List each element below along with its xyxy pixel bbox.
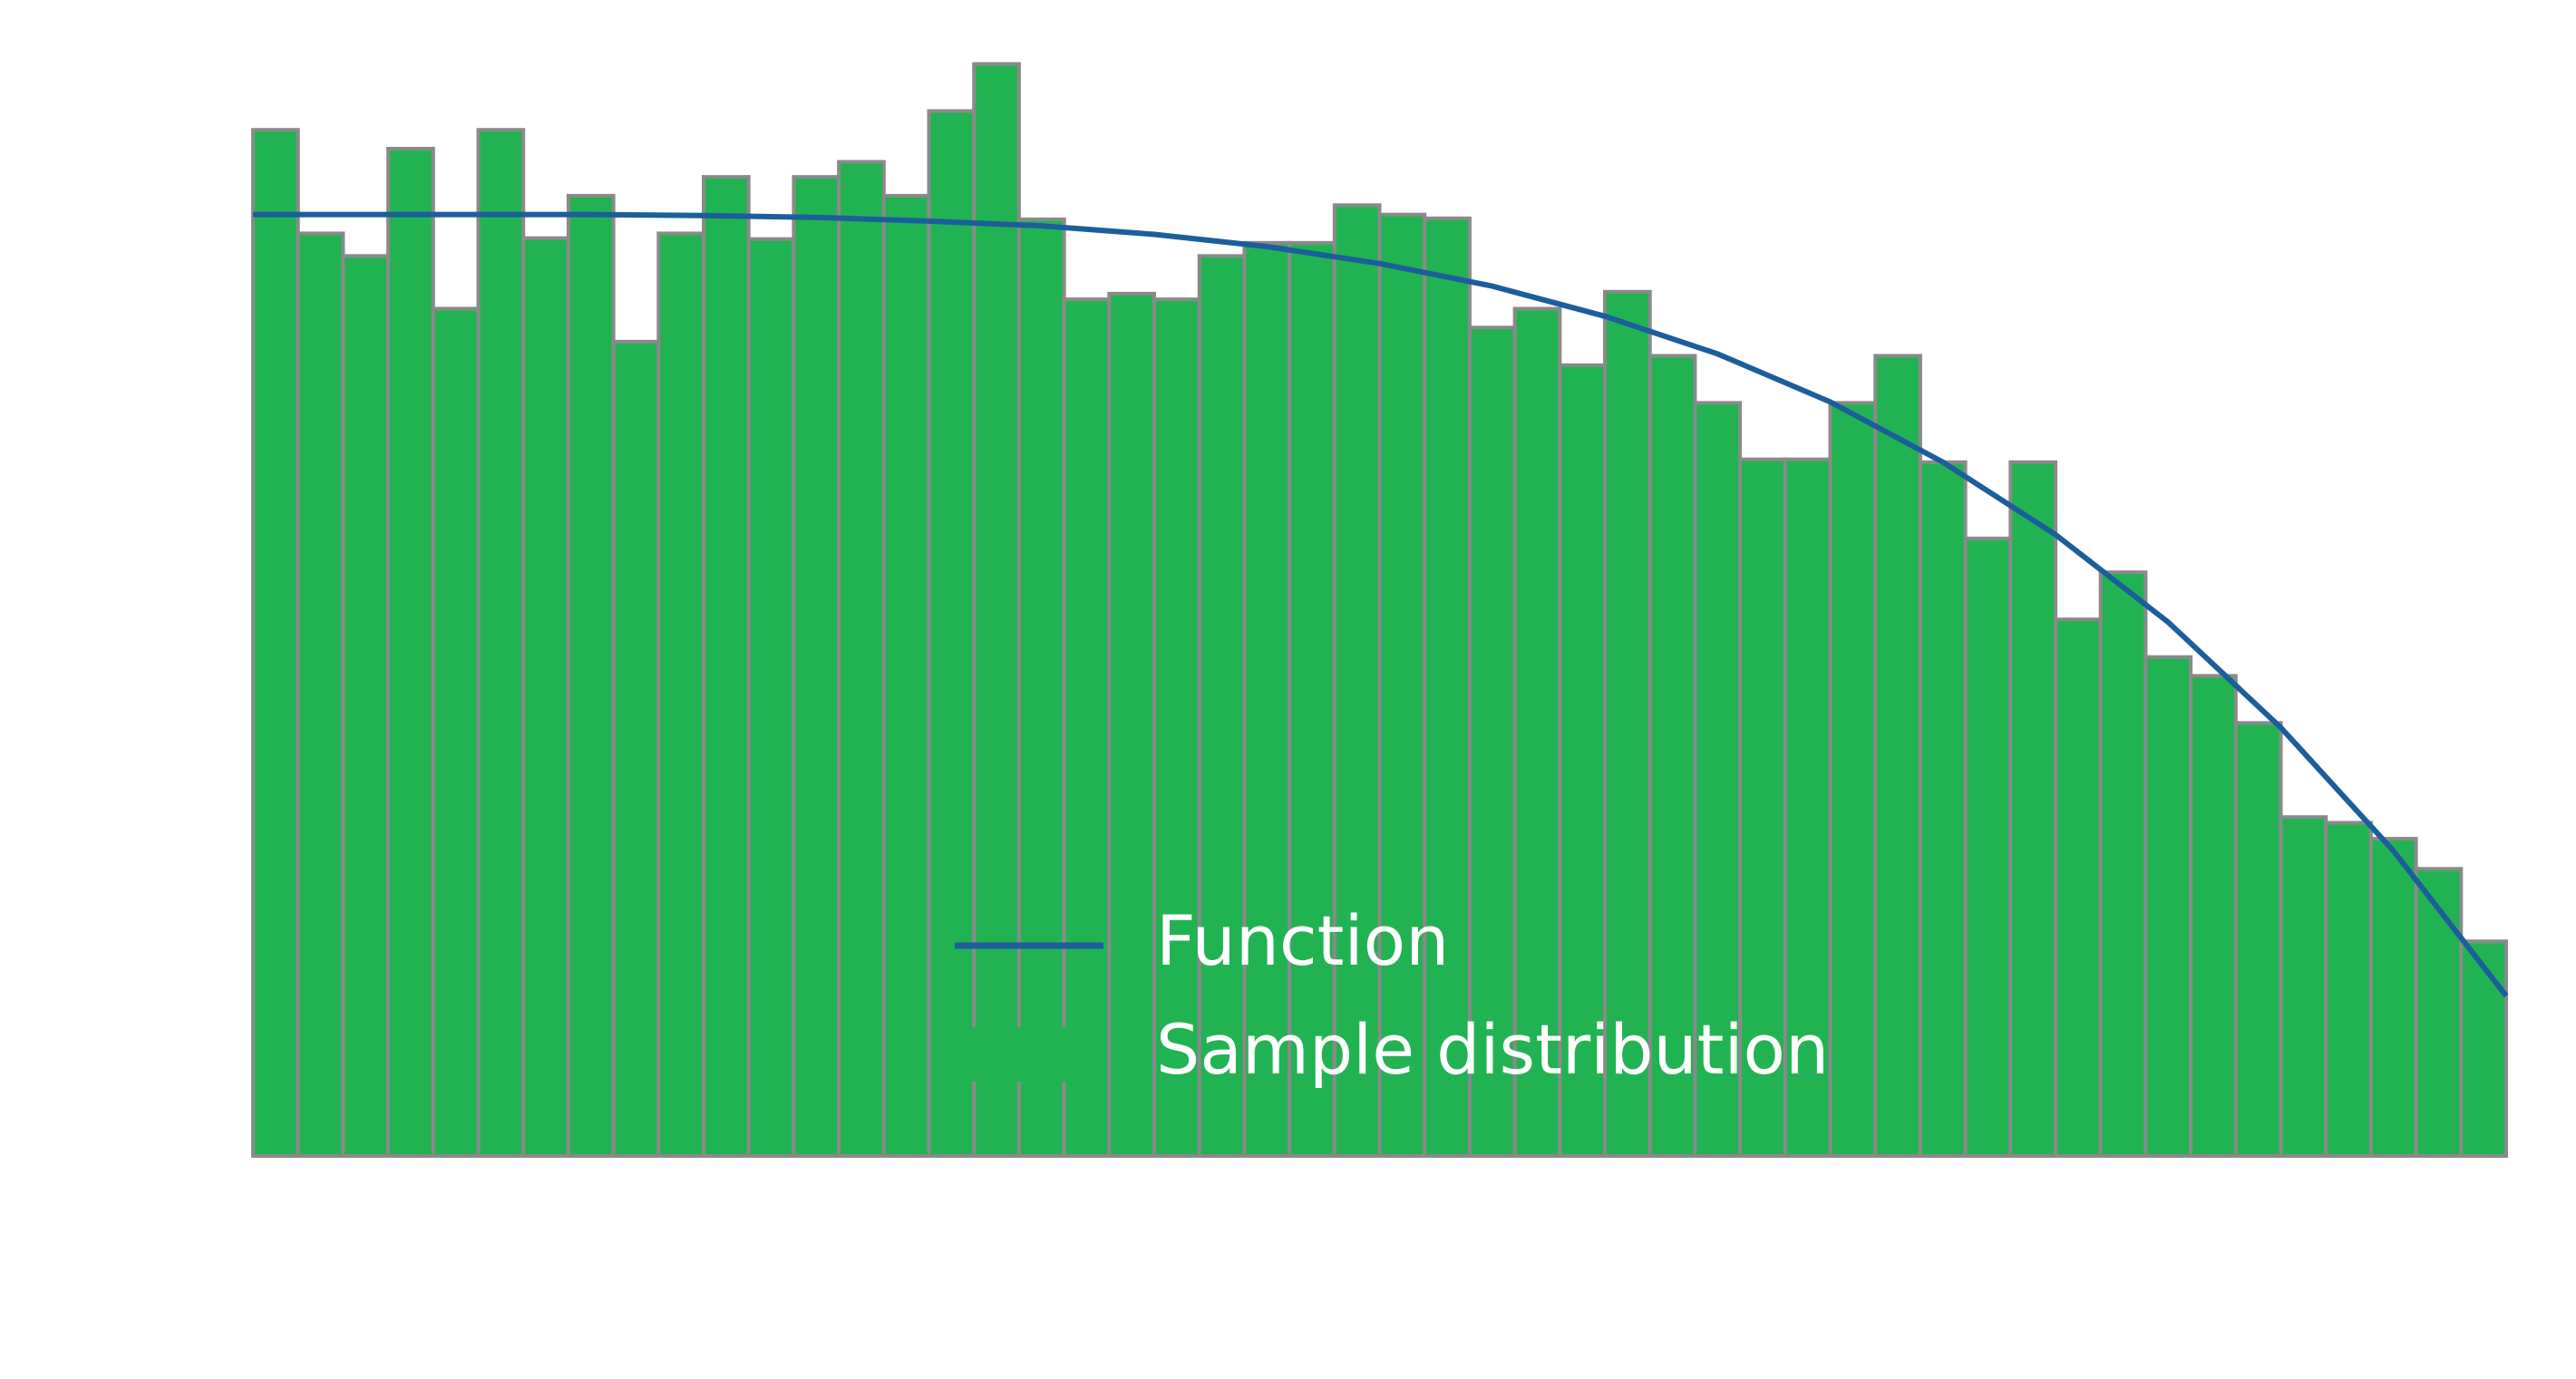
histogram-bar	[251, 128, 300, 1158]
histogram-bar	[296, 231, 345, 1158]
histogram-bar	[972, 62, 1021, 1159]
histogram-bar	[656, 231, 705, 1158]
histogram-bar	[1332, 203, 1382, 1159]
histogram-bar	[746, 237, 796, 1158]
legend-swatch	[955, 1027, 1103, 1082]
histogram-bar	[2279, 815, 2328, 1158]
histogram-bar	[1693, 401, 1743, 1159]
histogram-bar	[2233, 721, 2283, 1158]
histogram-bar	[927, 109, 977, 1159]
histogram-bar	[881, 193, 931, 1158]
histogram-bar	[2324, 821, 2373, 1158]
histogram-bar	[2414, 867, 2464, 1159]
histogram-bar	[1016, 217, 1066, 1159]
histogram-bar	[1377, 212, 1427, 1159]
histogram-bar	[476, 128, 526, 1158]
histogram-bar	[1512, 306, 1562, 1158]
histogram-bar	[1152, 297, 1201, 1159]
histogram-bar	[566, 193, 616, 1158]
histogram-bar	[1467, 325, 1517, 1158]
histogram-bar	[1873, 354, 1922, 1158]
histogram-bar	[1828, 401, 1878, 1159]
histogram-bar	[1107, 291, 1157, 1158]
histogram-bar	[1918, 460, 1968, 1158]
histogram-bar	[2008, 460, 2058, 1158]
histogram-bar	[431, 306, 481, 1158]
histogram-bar	[2098, 570, 2148, 1158]
histogram-bar	[341, 254, 391, 1158]
histogram-bar	[2189, 674, 2238, 1158]
legend-label: Sample distribution	[1156, 1009, 1829, 1090]
histogram-bar	[386, 146, 435, 1159]
histogram-bar	[1062, 297, 1112, 1159]
histogram-bar	[792, 175, 841, 1159]
histogram-bar	[2143, 655, 2193, 1158]
histogram-bar	[2054, 617, 2103, 1158]
function-line	[253, 211, 2509, 998]
histogram-bar	[1783, 457, 1832, 1158]
histogram-bar	[702, 175, 751, 1159]
histogram-bar	[2459, 939, 2509, 1159]
legend-label: Function	[1156, 900, 1449, 981]
histogram-bar	[1423, 216, 1472, 1159]
histogram-bar	[1603, 289, 1652, 1158]
histogram-bar	[2368, 837, 2418, 1158]
histogram-bar	[1197, 254, 1247, 1158]
histogram-bar	[1288, 240, 1337, 1159]
histogram-bar	[1648, 354, 1697, 1158]
histogram-bar	[611, 339, 661, 1158]
histogram-bar	[1963, 536, 2013, 1158]
histogram-bar	[521, 236, 570, 1158]
histogram-bar	[837, 160, 886, 1158]
